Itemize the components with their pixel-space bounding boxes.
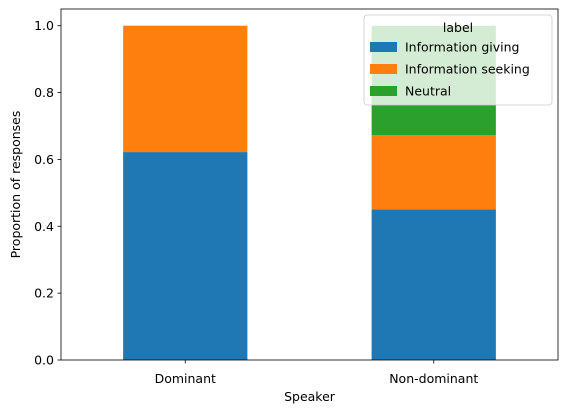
legend: label Information giving Information seek…	[363, 14, 553, 106]
ticks-layer: 0.0 0.2 0.4 0.6 0.8 1.0 Dominant Non-dominant	[34, 18, 478, 386]
y-tick-label: 0.2	[34, 286, 54, 301]
legend-label: Information giving	[405, 40, 519, 55]
y-tick-label: 0.0	[34, 353, 54, 368]
legend-items: Information giving Information seeking Neu…	[370, 40, 530, 99]
legend-label: Neutral	[405, 84, 451, 99]
bar-dominant-information-giving	[123, 152, 248, 360]
legend-label: Information seeking	[405, 62, 530, 77]
y-axis-title: Proportion of responses	[8, 111, 23, 259]
legend-title: label	[443, 20, 473, 35]
y-tick-label: 0.4	[34, 219, 54, 234]
y-tick-label: 0.8	[34, 85, 54, 100]
y-tick-label: 1.0	[34, 18, 54, 33]
y-tick-label: 0.6	[34, 152, 54, 167]
legend-swatch	[370, 42, 397, 52]
plot-frame	[60, 8, 559, 361]
x-axis-title: Speaker	[284, 389, 336, 404]
legend-swatch	[370, 86, 397, 96]
legend-box	[363, 14, 553, 106]
bar-non-dominant-information-seeking	[371, 135, 496, 210]
legend-swatch	[370, 64, 397, 74]
bar-dominant-information-seeking	[123, 25, 248, 153]
bar-non-dominant-information-giving	[371, 209, 496, 360]
x-tick-label: Non-dominant	[389, 371, 478, 386]
x-tick-label: Dominant	[155, 371, 216, 386]
